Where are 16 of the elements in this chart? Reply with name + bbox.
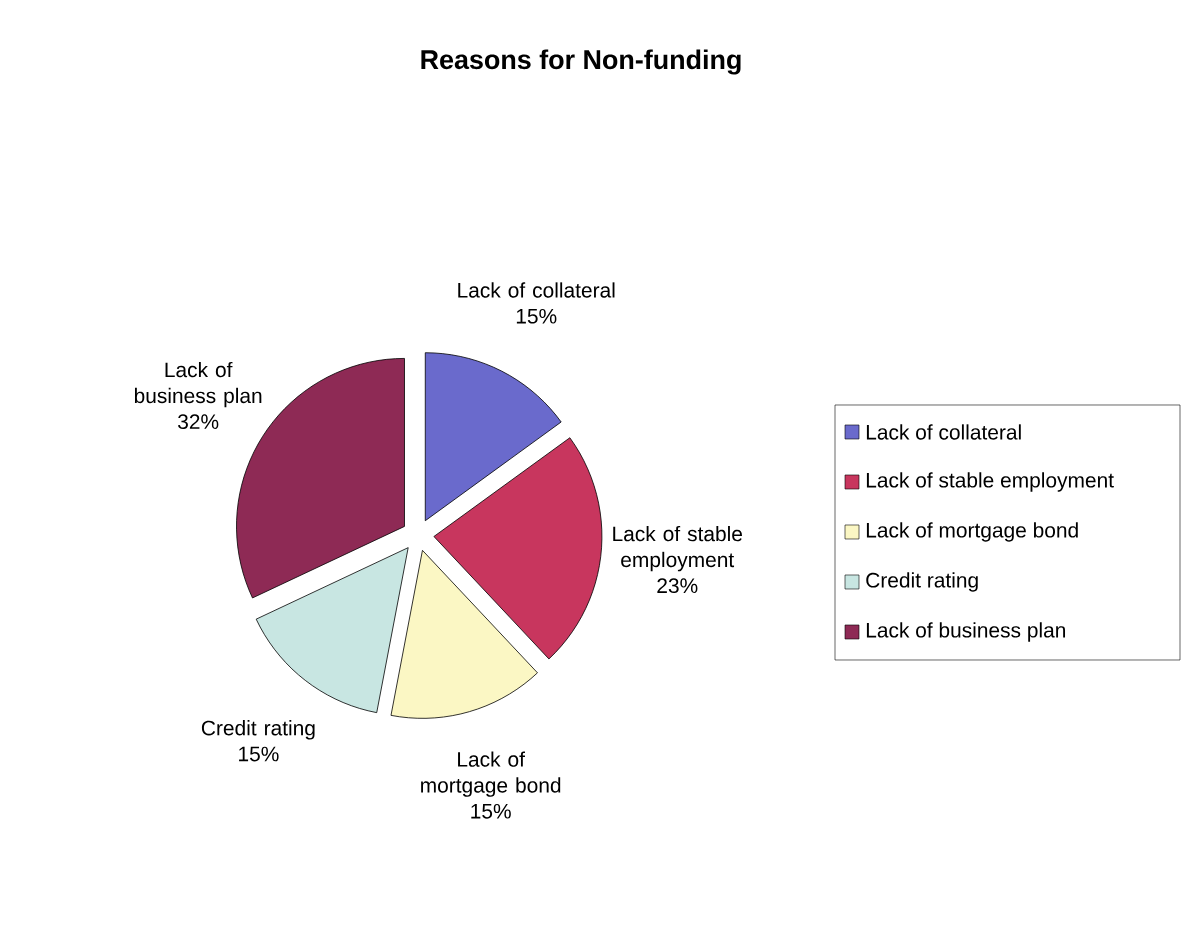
data-label: 23% (657, 578, 698, 594)
data-label: 15% (516, 308, 557, 324)
data-label: 15% (239, 746, 279, 762)
legend-label: Lack of business plan (866, 622, 1066, 642)
data-label: 32% (178, 414, 219, 430)
slice-label: Credit rating (201, 720, 315, 740)
legend-label: Lack of collateral (866, 424, 1021, 440)
legend-label: Lack of stable employment (866, 472, 1114, 492)
legend-label: Lack of mortgage bond (866, 522, 1078, 542)
legend-label: Credit rating (866, 572, 978, 592)
data-label: 15% (471, 803, 511, 819)
slice-label: Lack of collateral (458, 282, 615, 298)
chart-title: Reasons for Non-funding (421, 49, 741, 75)
slice-label: Lack of business plan (134, 361, 262, 408)
slice-label: Lack of mortgage bond (421, 751, 561, 797)
slice-label: Lack of stable employment (613, 525, 742, 572)
